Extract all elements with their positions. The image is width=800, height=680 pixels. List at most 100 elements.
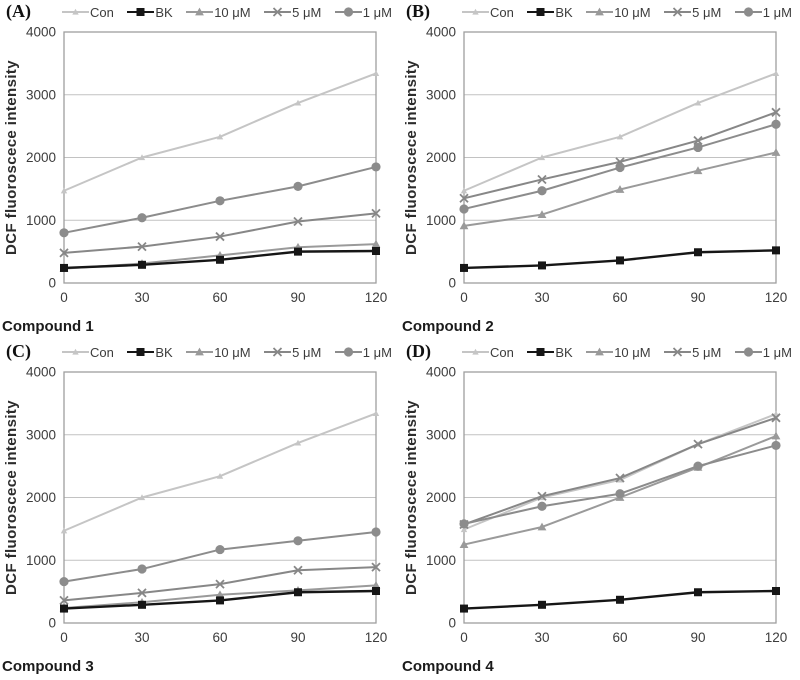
x-marker (459, 193, 469, 203)
series-line-con (63, 72, 377, 192)
legend-key-10-μm (586, 7, 614, 16)
x-marker (215, 579, 225, 589)
triangle-marker (771, 148, 781, 156)
compound-label: Compound 2 (402, 318, 494, 335)
legend-item-con: Con (62, 5, 114, 20)
legend-key-10-μm (186, 347, 214, 356)
square-marker (138, 600, 146, 609)
x-marker (537, 491, 547, 501)
legend-item-bk: BK (527, 345, 573, 360)
y-tick-label: 1000 (426, 553, 456, 568)
legend-item-5-μm: 5 μM (264, 5, 321, 20)
circle-marker (537, 501, 547, 511)
triangle-marker (371, 580, 381, 589)
legend-panel-d: Con BK 10 μM 5 μM 1 μM (462, 342, 792, 362)
y-tick-label: 2000 (426, 150, 456, 165)
series-5-μm (459, 107, 781, 203)
x-marker (59, 248, 69, 258)
square-marker (538, 600, 546, 609)
legend-label: Con (90, 4, 114, 20)
x-tick-label: 90 (290, 290, 305, 305)
chart-canvas-compound-4: 0 1000 2000 3000 4000 0 30 60 90 120 DCF fluorosce… (403, 365, 787, 646)
circle-marker (743, 347, 753, 357)
panel-d: (D) Con BK 10 μM 5 μM 1 μM Compound 4 0 1000 2… (400, 340, 800, 680)
chart-canvas-compound-1: 0 1000 2000 3000 4000 0 30 60 90 120 DCF fluorosce… (3, 25, 387, 306)
x-tick-label: 30 (534, 630, 549, 645)
x-tick-label: 30 (134, 290, 149, 305)
x-marker (371, 562, 381, 572)
triangle-marker (537, 522, 547, 531)
legend-panel-c: Con BK 10 μM 5 μM 1 μM (62, 342, 392, 362)
triangle-small-marker (72, 8, 79, 15)
x-marker (59, 595, 69, 606)
legend-label: 1 μM (362, 344, 392, 360)
legend-label: Con (490, 344, 514, 360)
legend-panel-b: Con BK 10 μM 5 μM 1 μM (462, 2, 792, 22)
triangle-small-marker (372, 410, 380, 417)
circle-marker (459, 204, 469, 214)
x-marker (693, 135, 703, 146)
panel-b: (B) Con BK 10 μM 5 μM 1 μM Compound 2 0 1000 2… (400, 0, 800, 340)
y-tick-label: 0 (448, 616, 456, 631)
legend-item-bk: BK (127, 345, 173, 360)
triangle-small-marker (372, 70, 380, 77)
triangle-marker (215, 590, 225, 599)
x-marker (672, 347, 683, 357)
legend-key-con (62, 8, 89, 15)
square-marker (60, 604, 68, 613)
legend-key-con (462, 8, 489, 15)
triangle-small-marker (472, 348, 479, 355)
legend-item-con: Con (462, 345, 514, 360)
x-tick-label: 0 (460, 630, 468, 645)
triangle-marker (615, 185, 625, 193)
panel-c: (C) Con BK 10 μM 5 μM 1 μM Compound 3 0 1000 2… (0, 340, 400, 680)
x-tick-label: 0 (460, 290, 468, 305)
square-marker (372, 246, 380, 255)
y-tick-label: 2000 (26, 150, 56, 165)
series-con (60, 410, 380, 534)
circle-marker (215, 196, 225, 206)
legend-label: Con (490, 4, 514, 20)
y-tick-label: 4000 (426, 365, 456, 380)
legend-key-5-μm (264, 347, 292, 357)
circle-marker (137, 564, 147, 574)
chart-canvas-compound-2: 0 1000 2000 3000 4000 0 30 60 90 120 DCF fluorosce… (403, 25, 788, 306)
panel-label-a: (A) (6, 1, 31, 21)
y-axis-title: DCF fluoroscece intensity (3, 400, 20, 595)
legend-key-con (62, 348, 89, 355)
square-marker (138, 260, 146, 269)
square-marker (536, 348, 545, 356)
square-marker (536, 8, 545, 16)
x-tick-label: 60 (612, 630, 627, 645)
circle-marker (59, 576, 69, 587)
square-marker (538, 261, 546, 270)
triangle-marker (371, 239, 381, 248)
x-tick-label: 0 (60, 290, 68, 305)
triangle-marker (771, 431, 781, 440)
legend-item-1-μm: 1 μM (334, 344, 392, 360)
series-5-μm (459, 413, 781, 530)
legend-item-5-μm: 5 μM (264, 345, 321, 360)
y-tick-label: 4000 (26, 365, 56, 380)
legend-item-bk: BK (127, 5, 173, 20)
legend-key-bk (127, 8, 155, 16)
circle-marker (137, 213, 147, 223)
x-marker (771, 107, 781, 117)
triangle-marker (693, 166, 703, 175)
square-marker (694, 248, 702, 257)
legend-key-5-μm (664, 347, 692, 357)
legend-item-10-μm: 10 μM (586, 5, 651, 20)
legend-key-10-μm (586, 347, 614, 356)
x-marker (137, 241, 147, 252)
square-marker (136, 8, 145, 16)
square-marker (216, 255, 224, 264)
triangle-small-marker (72, 348, 79, 355)
legend-item-con: Con (62, 345, 114, 360)
triangle-marker (195, 7, 205, 16)
square-marker (616, 595, 624, 604)
panel-label-c: (C) (6, 341, 31, 361)
x-tick-label: 120 (765, 290, 788, 305)
circle-marker (743, 7, 753, 17)
legend-item-bk: BK (527, 5, 573, 20)
